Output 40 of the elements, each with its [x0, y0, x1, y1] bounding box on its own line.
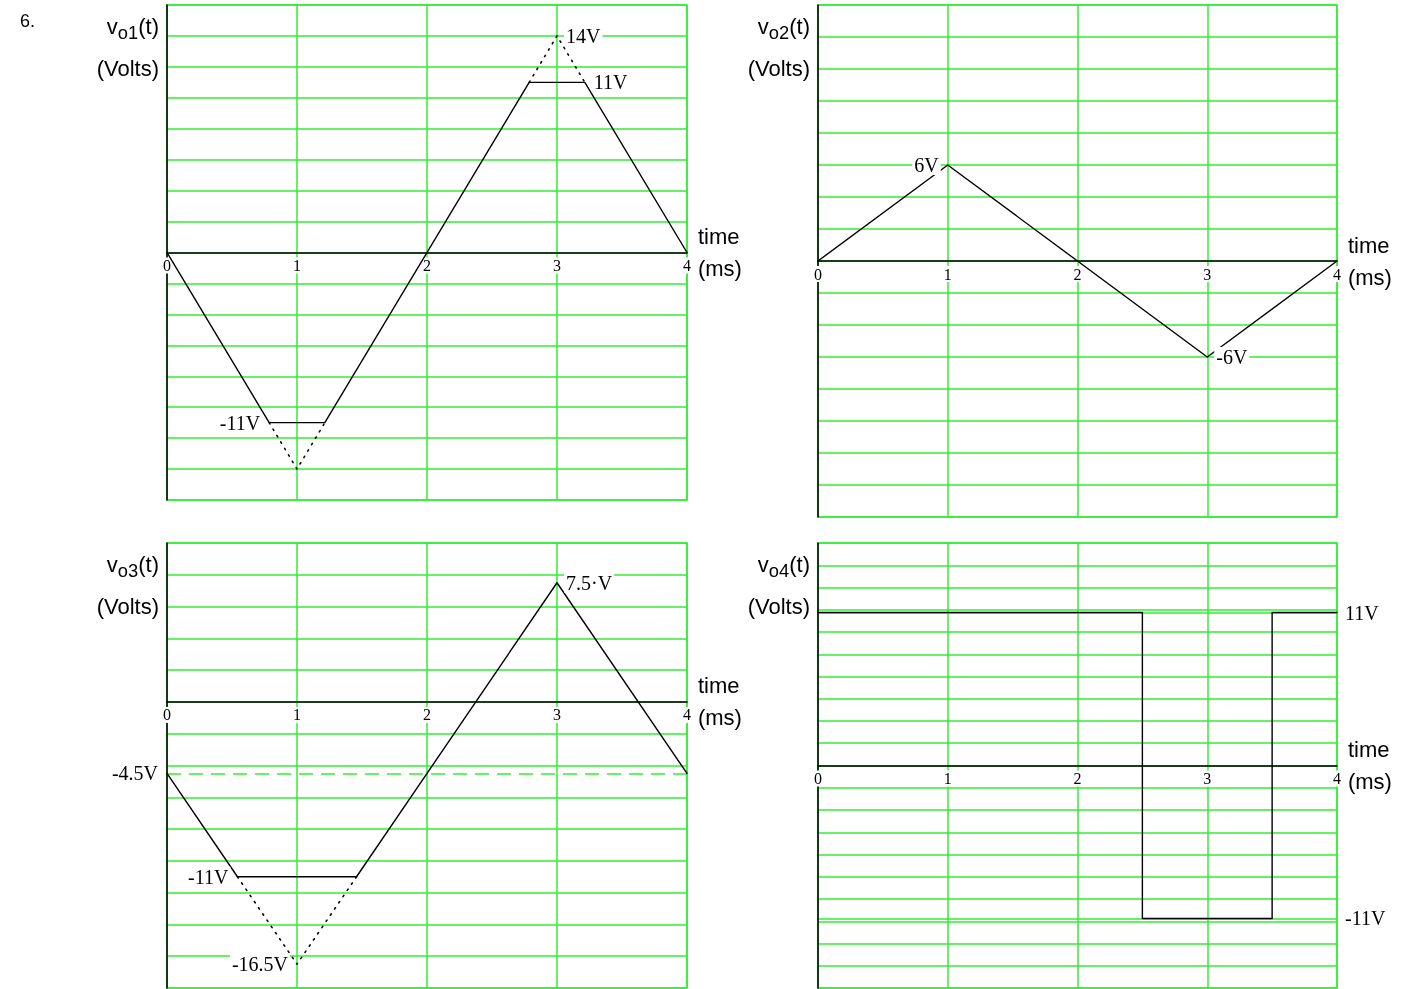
y2-tick-label: -11V: [1345, 907, 1386, 930]
x-tick-label: 2: [1073, 770, 1082, 787]
x-tick-label: 0: [163, 257, 171, 274]
x-tick-label: 1: [293, 257, 301, 274]
data-label: -6V: [1216, 346, 1248, 368]
x-tick-label: 0: [814, 265, 822, 283]
y-axis-title: v$_{o3}$(t) (Volts): [96, 551, 159, 622]
x-tick-label: 0: [163, 706, 171, 724]
y2-tick-label: 11V: [1345, 601, 1380, 624]
y-axis-title: v$_{o1}$(t) (Volts): [96, 13, 159, 84]
x-tick-label: 1: [943, 770, 952, 787]
x-tick-label: 4: [683, 257, 691, 274]
data-label: 11V: [593, 71, 629, 94]
x-tick-label: 3: [553, 257, 561, 274]
x-tick-label: 2: [423, 257, 431, 274]
x-axis-title: time (ms): [1347, 737, 1392, 794]
x-tick-label: 1: [293, 706, 301, 724]
x-tick-label: 4: [683, 706, 691, 724]
x-axis-title: time (ms): [697, 224, 742, 281]
data-label: 6V: [914, 154, 940, 176]
x-tick-label: 3: [1203, 770, 1212, 787]
y-axis-title: v$_{o2}$(t) (Volts): [747, 13, 810, 84]
x-tick-label: 4: [1333, 770, 1341, 787]
x-tick-label: 0: [814, 770, 822, 787]
x-tick-label: 3: [1203, 265, 1212, 283]
text: 6.: [20, 11, 36, 31]
x-tick-label: 1: [943, 265, 952, 283]
x-tick-label: 3: [553, 706, 561, 724]
data-label: 14V: [566, 24, 601, 47]
x-axis-title: time (ms): [697, 673, 742, 731]
y-axis-title: v$_{o4}$(t) (Volts): [747, 551, 810, 622]
data-label: 7.5·V: [566, 571, 613, 594]
data-label: -11V: [219, 411, 261, 434]
data-label: -16.5V: [231, 953, 289, 976]
x-tick-label: 2: [423, 706, 431, 724]
data-label: -11V: [188, 865, 229, 888]
x-tick-label: 2: [1073, 265, 1082, 283]
x-axis-title: time (ms): [1347, 232, 1392, 290]
data-label: -4.5V: [111, 762, 159, 785]
x-tick-label: 4: [1333, 265, 1341, 283]
